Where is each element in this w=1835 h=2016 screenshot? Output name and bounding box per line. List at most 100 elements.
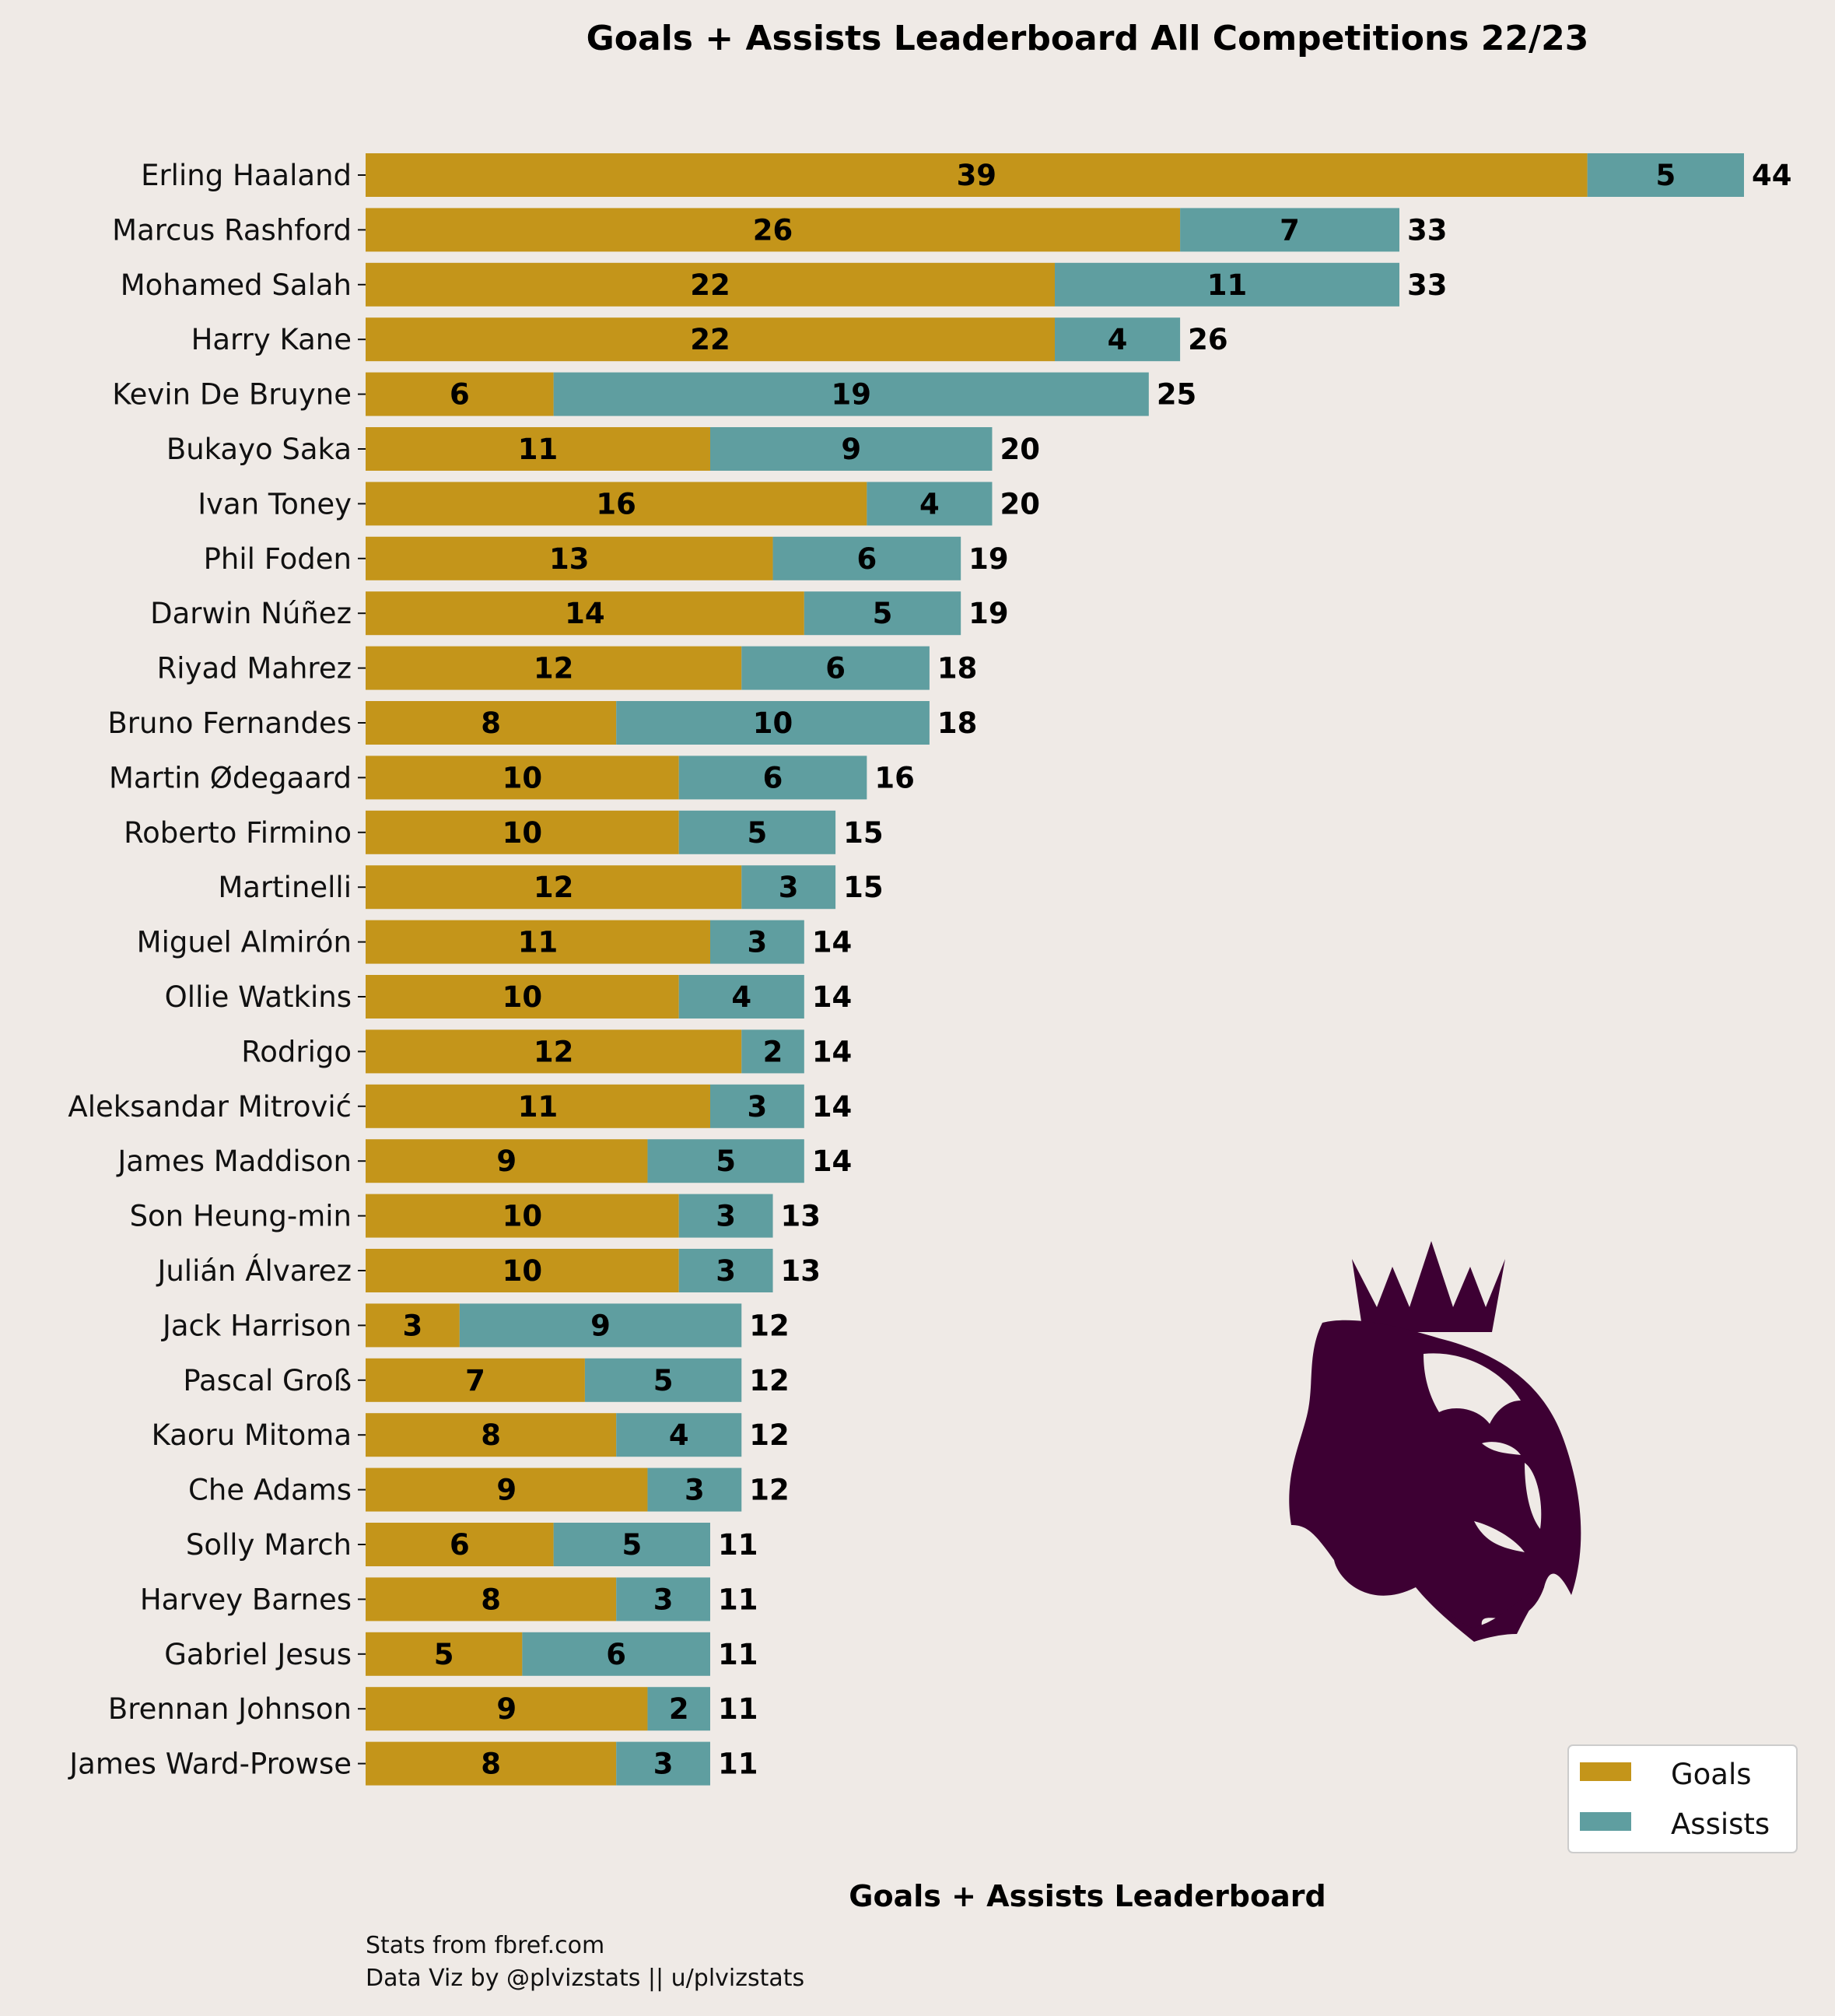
data-label-assists: 2: [669, 1692, 689, 1726]
data-label-goals: 9: [496, 1692, 517, 1726]
y-tick-label: Miguel Almirón: [137, 926, 352, 959]
bar-assists: [1587, 153, 1744, 197]
data-label-goals: 13: [549, 542, 590, 576]
data-label-goals: 14: [565, 597, 605, 630]
bar-goals: [366, 1467, 648, 1512]
data-label-assists: 10: [753, 706, 793, 740]
y-tick-label: Che Adams: [188, 1474, 352, 1507]
data-label-total: 12: [749, 1418, 790, 1452]
logo-nose-cutout: [1525, 1463, 1542, 1529]
y-tick-label: Riyad Mahrez: [157, 652, 352, 685]
y-tick-label: Gabriel Jesus: [164, 1638, 352, 1671]
bar-assists: [710, 1084, 804, 1128]
data-label-assists: 3: [716, 1200, 736, 1233]
bar-assists: [678, 975, 804, 1019]
data-label-goals: 10: [503, 980, 543, 1014]
data-label-assists: 3: [779, 871, 799, 904]
bar-goals: [366, 1084, 710, 1128]
bar-assists: [804, 591, 961, 636]
bar-assists: [867, 482, 993, 526]
data-label-goals: 11: [518, 1090, 559, 1124]
bar-goals: [366, 1413, 617, 1457]
data-label-assists: 5: [748, 816, 768, 850]
bar-goals: [366, 975, 679, 1019]
data-label-total: 14: [812, 1145, 853, 1178]
bar-assists: [710, 920, 804, 964]
data-label-goals: 12: [534, 652, 574, 685]
data-label-total: 13: [781, 1200, 821, 1233]
bar-assists: [616, 701, 930, 745]
y-tick-label: Erling Haaland: [141, 159, 352, 192]
data-label-assists: 6: [856, 542, 877, 576]
bar-assists: [553, 1523, 710, 1566]
bar-assists: [647, 1139, 804, 1183]
y-tick-label: Julián Álvarez: [156, 1253, 352, 1288]
bar-assists: [772, 536, 961, 580]
bar-assists: [710, 427, 993, 471]
data-label-total: 14: [812, 1035, 853, 1068]
bar-assists: [678, 756, 867, 800]
y-tick-label: Solly March: [186, 1528, 352, 1562]
data-label-goals: 12: [534, 871, 574, 904]
bar-assists: [584, 1358, 742, 1402]
bar-assists: [522, 1632, 710, 1676]
data-label-total: 11: [718, 1638, 758, 1671]
data-label-assists: 11: [1207, 268, 1248, 302]
data-label-assists: 6: [763, 761, 783, 794]
data-label-goals: 26: [753, 213, 793, 247]
data-label-assists: 3: [716, 1254, 736, 1288]
y-tick-label: Ivan Toney: [198, 487, 352, 521]
bar-goals: [366, 756, 679, 800]
data-label-assists: 19: [831, 378, 871, 412]
bar-assists: [741, 865, 836, 910]
data-label-goals: 16: [596, 487, 636, 521]
data-label-goals: 8: [481, 1583, 501, 1616]
bar-assists: [678, 1194, 773, 1238]
bars-group: [366, 153, 1744, 1786]
data-label-total: 44: [1752, 159, 1792, 192]
bar-assists: [616, 1741, 710, 1786]
data-label-goals: 9: [496, 1145, 517, 1178]
bar-goals: [366, 1523, 554, 1566]
bar-goals: [366, 1303, 460, 1348]
data-label-total: 26: [1188, 323, 1228, 356]
data-label-goals: 6: [450, 1528, 470, 1562]
bar-goals: [366, 427, 710, 471]
y-axis: Erling Haaland Marcus Rashford Mohamed Sal…: [68, 159, 366, 1781]
data-label-assists: 4: [919, 487, 940, 521]
data-label-assists: 3: [748, 926, 768, 959]
bar-goals: [366, 1029, 742, 1074]
credit-author: Data Viz by @plvizstats || u/plvizstats: [366, 1965, 804, 1992]
data-label-total: 15: [843, 871, 884, 904]
bar-goals: [366, 1632, 523, 1676]
data-label-assists: 5: [622, 1528, 642, 1562]
data-label-total: 11: [718, 1748, 758, 1781]
data-label-assists: 4: [1108, 323, 1128, 356]
bar-goals: [366, 1358, 585, 1402]
data-label-goals: 10: [503, 1254, 543, 1288]
y-tick-label: Son Heung-min: [130, 1200, 352, 1233]
bar-goals: [366, 1249, 679, 1292]
data-label-total: 14: [812, 1090, 853, 1124]
legend: Goals Assists: [1567, 1744, 1798, 1853]
data-label-assists: 5: [716, 1145, 736, 1178]
y-tick-label: Kevin De Bruyne: [112, 378, 352, 412]
bar-goals: [366, 153, 1588, 197]
data-label-goals: 8: [481, 1748, 501, 1781]
bar-goals: [366, 1577, 617, 1622]
data-label-assists: 6: [825, 652, 846, 685]
bar-assists: [616, 1413, 742, 1457]
bar-goals: [366, 920, 710, 964]
bar-assists: [678, 810, 836, 854]
data-label-total: 18: [937, 652, 978, 685]
y-tick-label: Roberto Firmino: [124, 816, 352, 850]
premier-league-lion-logo: [1289, 1241, 1581, 1642]
bar-goals: [366, 646, 742, 690]
data-label-total: 14: [812, 980, 853, 1014]
data-label-goals: 22: [690, 268, 730, 302]
legend-swatch-goals: [1580, 1762, 1631, 1781]
y-tick-label: Bukayo Saka: [166, 433, 352, 466]
data-label-goals: 6: [450, 378, 470, 412]
y-tick-label: Mohamed Salah: [121, 268, 352, 302]
y-tick-label: Harvey Barnes: [140, 1583, 352, 1616]
